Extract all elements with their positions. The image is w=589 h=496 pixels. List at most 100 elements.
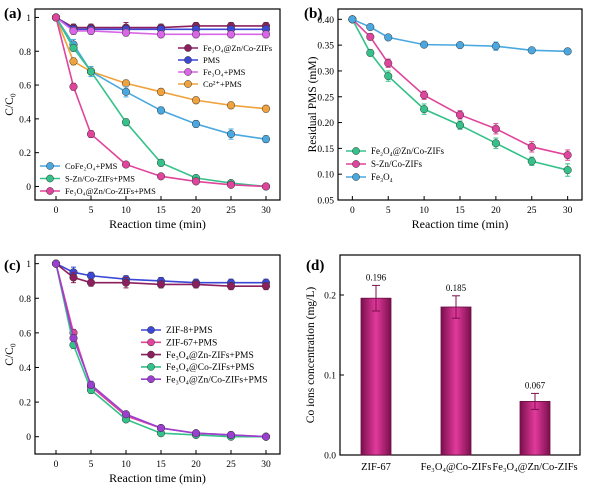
- x-tick-label: 30: [261, 460, 271, 470]
- legend-marker: [46, 187, 54, 195]
- legend-label: Fe₃O₄@Zn/Co-ZIFs+PMS: [65, 186, 156, 196]
- series-line: [55, 17, 267, 188]
- y-axis-label: C/C₀: [4, 93, 16, 116]
- data-point: [86, 130, 96, 139]
- data-point: [86, 271, 96, 280]
- legend-marker: [184, 68, 192, 76]
- legend-label: S-Zn/Co-ZIFs: [371, 159, 423, 169]
- x-tick-label: 0: [54, 206, 59, 216]
- data-point: [261, 282, 271, 291]
- legend-label: Fe₂O₄@Zn/Co-ZIFs: [371, 146, 445, 156]
- data-point: [156, 106, 166, 115]
- x-tick-label: 15: [455, 206, 465, 216]
- legend-label: Fe₃O₄+PMS: [203, 67, 246, 77]
- x-tick-label: 5: [89, 206, 94, 216]
- data-point: [527, 157, 536, 166]
- x-tick-label: 15: [156, 206, 166, 216]
- series-2: [51, 259, 271, 291]
- data-point: [563, 151, 572, 160]
- series-4: [51, 259, 271, 441]
- x-tick-label: 0: [54, 460, 59, 470]
- data-point: [191, 429, 201, 438]
- legend: Fe₃O₄@Zn/Co-ZIFs PMS Fe₃O₄+PMS Co²⁺+PMS: [178, 43, 272, 89]
- series-1: [51, 13, 271, 34]
- series-line: [55, 263, 267, 438]
- y-tick-label: 0.1: [324, 372, 336, 382]
- y-tick-label: 1: [26, 14, 31, 24]
- legend-marker: [184, 80, 192, 88]
- legend-marker: [46, 174, 54, 183]
- data-point: [226, 430, 236, 440]
- bar: [519, 400, 551, 456]
- data-point: [191, 119, 201, 128]
- legend-marker: [352, 173, 360, 181]
- data-point: [261, 104, 271, 113]
- x-tick-label: 20: [191, 460, 201, 470]
- data-point: [156, 172, 166, 181]
- data-point: [69, 82, 78, 91]
- data-point: [384, 59, 393, 68]
- data-point: [420, 105, 429, 114]
- x-tick-label: 15: [156, 460, 166, 470]
- data-point: [156, 158, 166, 167]
- data-point: [455, 121, 465, 130]
- legend-marker: [147, 338, 155, 347]
- data-label: 0.067: [525, 380, 546, 390]
- panel-label: (d): [306, 258, 324, 274]
- data-point: [156, 87, 166, 96]
- data-label: 0.185: [446, 283, 467, 293]
- data-point: [455, 41, 465, 50]
- legend-label: PMS: [203, 55, 220, 65]
- plot-frame: [34, 254, 281, 455]
- legend-label: ZIF-8+PMS: [166, 326, 213, 336]
- data-point: [491, 139, 500, 148]
- x-tick-label: 10: [419, 206, 429, 216]
- series-2: [348, 15, 572, 56]
- data-point: [491, 42, 500, 51]
- legend-label: Fe₃O₄@Co-ZIFs+PMS: [166, 363, 254, 373]
- data-point: [563, 47, 572, 56]
- y-tick-label: 0.2: [19, 149, 31, 159]
- y-tick-label: 0.8: [19, 48, 31, 58]
- y-tick-label: 0.30: [317, 67, 334, 77]
- x-tick-label: Fe₃O₄@Zn/Co-ZIFs: [492, 462, 577, 473]
- data-point: [121, 278, 131, 287]
- legend: CoFe₂O₄+PMS S-Zn/Co-ZIFs+PMS Fe₃O₄@Zn/Co-Z…: [40, 161, 156, 196]
- data-point: [121, 118, 131, 127]
- y-tick-label: 0.8: [19, 295, 31, 305]
- legend-label: Fe₃O₄: [371, 172, 393, 182]
- data-point: [156, 280, 166, 289]
- series-line: [55, 17, 267, 188]
- y-tick-label: 0.6: [19, 82, 31, 92]
- series-1: [348, 15, 572, 161]
- data-point: [226, 101, 236, 110]
- data-point: [156, 423, 166, 433]
- legend: ZIF-8+PMS ZIF-67+PMS Fe₃O₄@Zn-ZIFs+PMS Fe₃O…: [141, 326, 268, 385]
- data-point: [420, 40, 429, 49]
- series-6: [51, 13, 271, 191]
- plot-frame: [34, 8, 281, 201]
- panel-b: (b) 0.05 0.10 0.15 0.20 0.25 0.30 0.35 0.40 Resid…: [304, 6, 583, 231]
- legend-label: Fe₃O₄@Zn-ZIFs+PMS: [166, 351, 254, 361]
- y-tick-label: 0.0: [324, 452, 336, 462]
- x-tick-label: 10: [121, 206, 131, 216]
- y-tick-label: 0.20: [317, 119, 334, 129]
- x-tick-label: 30: [563, 206, 573, 216]
- data-point: [384, 33, 393, 42]
- data-point: [51, 13, 61, 22]
- data-point: [69, 26, 78, 36]
- panel-label: (c): [4, 258, 21, 274]
- data-point: [348, 15, 357, 24]
- series-line: [351, 18, 568, 156]
- legend-label: S-Zn/Co-ZIFs+PMS: [65, 174, 135, 184]
- x-tick-label: 5: [386, 206, 391, 216]
- y-tick-label: 0.40: [317, 16, 334, 26]
- data-point: [69, 273, 78, 282]
- data-point: [86, 380, 96, 389]
- series-2: [51, 13, 271, 39]
- y-tick-label: 0.10: [317, 171, 334, 181]
- series-line: [55, 263, 266, 438]
- y-tick-label: 0.05: [317, 197, 334, 207]
- data-point: [261, 30, 271, 39]
